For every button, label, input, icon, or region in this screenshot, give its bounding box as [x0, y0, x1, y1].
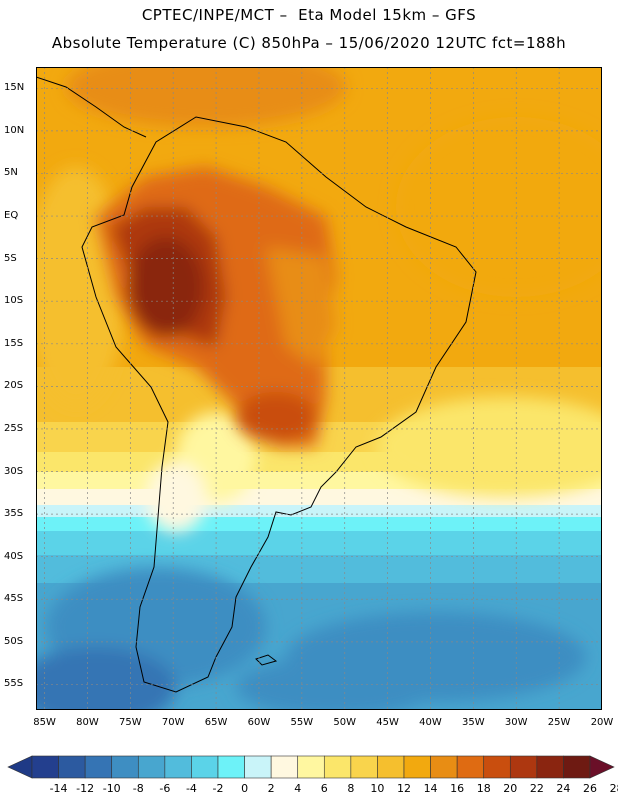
latitude-label: 10S: [4, 295, 24, 307]
longitude-label: 85W: [33, 717, 56, 728]
hot-core: [128, 237, 204, 337]
temperature-map: [36, 67, 602, 710]
colorbar-label: 16: [450, 782, 465, 795]
colorbar-label: -2: [212, 782, 224, 795]
colorbar-label: -10: [102, 782, 121, 795]
longitude-label: 30W: [504, 717, 528, 728]
latitude-label: 25S: [4, 422, 24, 434]
latitude-label: 15N: [4, 82, 25, 94]
map-title-line2: Absolute Temperature (C) 850hPa – 15/06/…: [51, 34, 567, 52]
colorbar-label: 28: [609, 782, 618, 795]
colorbar-segment: [58, 755, 86, 779]
hot-region-east: [266, 247, 336, 367]
map-title-line1: CPTEC/INPE/MCT – Eta Model 15km – GFS: [141, 6, 477, 24]
south-america-coastline: [81, 116, 477, 693]
colorbar-segment: [137, 755, 166, 779]
warm-ocean: [66, 67, 346, 127]
longitude-label: 20W: [590, 717, 614, 728]
colorbar-segment: [323, 755, 352, 779]
colorbar-label: 4: [294, 782, 302, 795]
colorbar-label: 18: [476, 782, 491, 795]
colorbar-segment: [31, 755, 59, 779]
warm-ocean: [376, 397, 602, 497]
colorbar-segment: [270, 755, 299, 779]
colorbar-label: -12: [76, 782, 95, 795]
hot-core: [236, 392, 316, 442]
colorbar-segment: [217, 755, 245, 779]
latitude-label: 5N: [4, 167, 18, 179]
colorbar-segment: [350, 755, 378, 779]
falklands-island: [255, 654, 278, 666]
latitude-label: 15S: [4, 337, 24, 349]
longitude-label: 80W: [76, 717, 99, 728]
latitude-label: 45S: [4, 593, 24, 605]
colorbar-segment: [483, 755, 511, 779]
longitude-label: 35W: [462, 717, 485, 728]
colorbar-segment: [563, 755, 591, 779]
colorbar-label: 24: [556, 782, 571, 795]
colorbar-label: 14: [423, 782, 438, 795]
longitude-label: 75W: [119, 717, 142, 728]
colorbar-label: 0: [241, 782, 249, 795]
colorbar-label: 6: [320, 782, 328, 795]
map-frame: [36, 67, 602, 710]
latitude-label: EQ: [4, 210, 19, 222]
longitude-label: 55W: [290, 717, 314, 728]
latitude-label: 10N: [4, 124, 25, 136]
colorbar-segment: [244, 755, 272, 779]
colorbar-label: 2: [267, 782, 275, 795]
colorbar-label: 12: [397, 782, 411, 795]
latitude-label: 20S: [4, 380, 24, 392]
longitude-label: 65W: [204, 717, 228, 728]
latitude-label: 35S: [4, 508, 24, 520]
colorbar-left-arrow: [7, 755, 33, 779]
colorbar-segment: [297, 755, 325, 779]
colorbar-label: -6: [159, 782, 171, 795]
colorbar: [7, 755, 615, 779]
colorbar-label: 26: [583, 782, 597, 795]
colorbar-segment: [430, 755, 458, 779]
colorbar-segment: [111, 755, 139, 779]
colorbar-segment: [164, 755, 192, 779]
colorbar-segment: [84, 755, 113, 779]
cool-land: [146, 462, 206, 532]
warm-ocean: [396, 117, 602, 297]
longitude-label: 50W: [333, 717, 357, 728]
longitude-label: 60W: [247, 717, 271, 728]
longitude-label: 40W: [419, 717, 442, 728]
cold-patch: [36, 647, 176, 710]
colorbar-label: 8: [347, 782, 355, 795]
colorbar-segment: [456, 755, 485, 779]
latitude-label: 30S: [4, 465, 24, 477]
longitude-label: 25W: [547, 717, 571, 728]
latitude-label: 5S: [4, 252, 17, 264]
colorbar-label: -14: [49, 782, 68, 795]
longitude-label: 45W: [376, 717, 399, 728]
colorbar-right-arrow: [589, 755, 615, 779]
colorbar-segment: [377, 755, 405, 779]
colorbar-label: -4: [185, 782, 197, 795]
cold-patch: [236, 657, 436, 710]
central-america-coastline: [36, 76, 147, 138]
colorbar-segment: [536, 755, 564, 779]
colorbar-label: 20: [503, 782, 518, 795]
latitude-label: 55S: [4, 678, 24, 690]
colorbar-label: -8: [132, 782, 144, 795]
colorbar-label: 10: [370, 782, 385, 795]
latitude-label: 40S: [4, 550, 24, 562]
longitude-label: 70W: [161, 717, 185, 728]
colorbar-segment: [403, 755, 431, 779]
colorbar-segment: [191, 755, 219, 779]
latitude-label: 50S: [4, 635, 24, 647]
colorbar-segment: [509, 755, 538, 779]
field-band-0: [36, 531, 602, 559]
colorbar-label: 22: [529, 782, 544, 795]
